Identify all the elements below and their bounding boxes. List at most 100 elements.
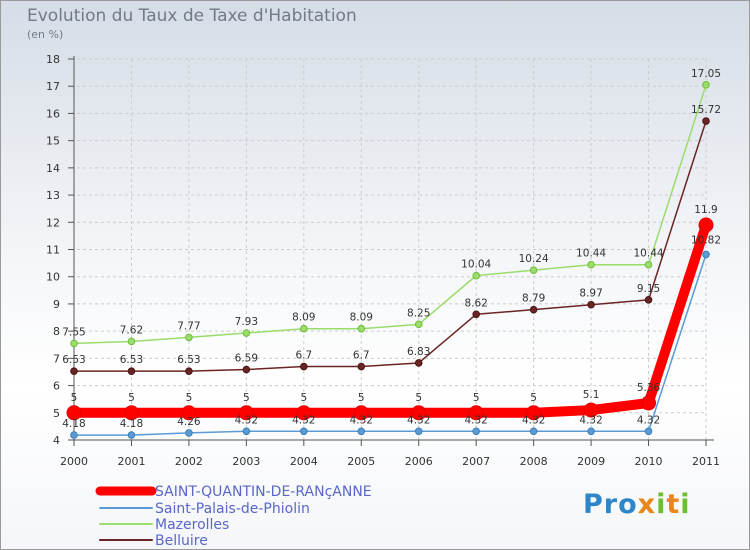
data-point — [242, 329, 251, 337]
data-point — [414, 359, 423, 367]
data-label: 5 — [300, 392, 307, 404]
data-point — [526, 405, 542, 421]
data-label: 5 — [243, 392, 250, 404]
data-point — [414, 427, 423, 436]
data-point — [702, 250, 710, 259]
unit-label: (en %) — [27, 28, 64, 41]
data-point — [66, 405, 82, 421]
x-tick-label: 2001 — [117, 455, 145, 468]
data-label: 9.15 — [637, 283, 660, 295]
y-tick-label: 7 — [53, 352, 60, 365]
data-label: 4.18 — [120, 418, 143, 430]
data-label: 4.32 — [235, 414, 258, 426]
data-point — [70, 367, 78, 375]
data-label: 5.36 — [637, 382, 661, 394]
y-tick-label: 6 — [53, 380, 60, 393]
data-label: 8.25 — [407, 307, 430, 319]
data-point — [644, 296, 653, 304]
data-label: 4.32 — [464, 414, 487, 426]
legend: SAINT-QUANTIN-DE-RANçANNESaint-Palais-de… — [95, 484, 372, 549]
data-point — [529, 266, 538, 274]
legend-label: Saint-Palais-de-Phiolin — [155, 501, 310, 517]
data-label: 4.32 — [637, 414, 660, 426]
proxiti-logo: Proxiti — [583, 489, 691, 520]
data-point — [698, 217, 714, 233]
data-label: 6.83 — [407, 346, 430, 358]
series-line-1 — [73, 253, 707, 436]
data-point — [357, 427, 366, 436]
data-point — [414, 320, 423, 329]
chart-title: Evolution du Taux de Taxe d'Habitation — [27, 6, 357, 26]
x-tick-label: 2008 — [520, 455, 548, 468]
data-label: 6.53 — [62, 354, 85, 366]
data-label: 4.18 — [62, 418, 85, 430]
data-point — [644, 427, 653, 436]
data-point — [468, 405, 484, 421]
data-point — [300, 362, 308, 371]
data-label: 4.32 — [579, 414, 602, 426]
data-point — [587, 260, 595, 269]
data-point — [238, 405, 254, 421]
data-label: 7.62 — [120, 324, 143, 336]
data-label: 7.55 — [62, 326, 85, 338]
data-label: 8.97 — [579, 288, 602, 300]
legend-label: Mazerolles — [155, 517, 229, 533]
x-tick-label: 2000 — [60, 455, 88, 468]
data-label: 5 — [530, 392, 537, 404]
data-point — [123, 405, 139, 421]
data-label: 10.82 — [691, 234, 721, 246]
data-point — [587, 300, 595, 309]
data-point — [181, 405, 197, 421]
data-label: 5 — [71, 392, 78, 404]
y-tick-label: 11 — [46, 244, 60, 257]
data-label: 10.44 — [576, 248, 606, 260]
data-point — [702, 81, 710, 89]
data-point — [70, 431, 78, 439]
x-tick-label: 2010 — [635, 455, 663, 468]
y-tick-label: 13 — [46, 189, 60, 202]
data-point — [242, 427, 251, 436]
y-tick-label: 16 — [46, 107, 60, 120]
data-point — [357, 362, 366, 371]
data-label: 4.32 — [292, 414, 315, 426]
data-point — [702, 117, 710, 125]
data-label: 15.72 — [691, 104, 721, 116]
data-point — [127, 337, 136, 346]
data-point — [411, 405, 427, 421]
x-tick-label: 2002 — [175, 455, 203, 468]
legend-label: SAINT-QUANTIN-DE-RANçANNE — [155, 484, 372, 500]
y-tick-label: 18 — [46, 53, 60, 66]
data-label: 10.04 — [461, 259, 491, 271]
data-label: 5 — [186, 392, 193, 404]
data-label: 4.26 — [177, 416, 201, 428]
data-label: 7.93 — [235, 316, 258, 328]
data-label: 6.53 — [177, 354, 200, 366]
x-tick-label: 2003 — [232, 455, 260, 468]
data-point — [185, 429, 193, 437]
data-label: 11.9 — [694, 204, 717, 216]
x-tick-label: 2011 — [692, 455, 720, 468]
data-label: 8.62 — [464, 297, 487, 309]
data-point — [641, 395, 657, 411]
data-point — [644, 260, 653, 269]
data-point — [587, 427, 595, 436]
data-label: 17.05 — [691, 68, 721, 80]
series-line-0 — [69, 220, 711, 418]
data-label: 5 — [473, 392, 480, 404]
y-tick-label: 4 — [53, 434, 60, 447]
data-label: 5.1 — [583, 389, 600, 401]
y-tick-label: 5 — [53, 407, 60, 420]
data-point — [296, 405, 312, 421]
data-point — [529, 427, 538, 436]
legend-label: Belluire — [155, 533, 208, 549]
y-tick-label: 17 — [46, 80, 60, 93]
x-tick-label: 2007 — [462, 455, 490, 468]
y-tick-label: 8 — [53, 325, 60, 338]
data-point — [353, 405, 369, 421]
data-point — [300, 427, 308, 436]
data-point — [300, 324, 308, 333]
data-point — [472, 271, 480, 280]
data-label: 4.32 — [350, 414, 373, 426]
